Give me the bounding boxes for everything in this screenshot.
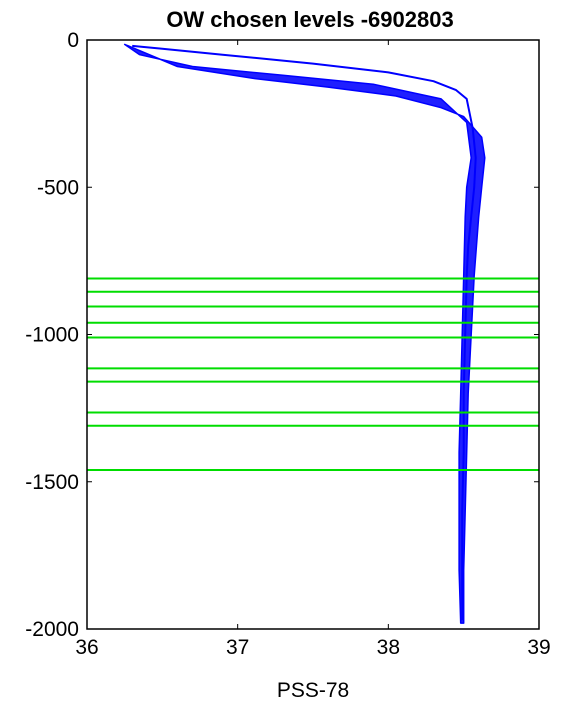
x-tick-label: 37	[226, 636, 249, 659]
plot-area	[123, 43, 486, 624]
y-tick-label: -1000	[25, 324, 79, 347]
y-axis: 0 -500 -1000 -1500 -2000	[25, 29, 539, 641]
y-tick-label: 0	[67, 29, 79, 52]
chosen-levels-layer	[87, 277, 539, 471]
x-axis-label: PSS-78	[277, 679, 349, 702]
y-tick-label: -2000	[25, 618, 79, 641]
series-line-0	[132, 44, 477, 621]
x-tick-label: 38	[377, 636, 400, 659]
profile-envelope	[123, 43, 486, 624]
chart-title: OW chosen levels -6902803	[166, 7, 453, 32]
y-tick-label: -1500	[25, 471, 79, 494]
x-tick-label: 36	[75, 636, 98, 659]
y-tick-label: -500	[37, 176, 79, 199]
x-tick-label: 39	[527, 636, 550, 659]
x-axis: 36 37 38 39	[75, 40, 551, 659]
